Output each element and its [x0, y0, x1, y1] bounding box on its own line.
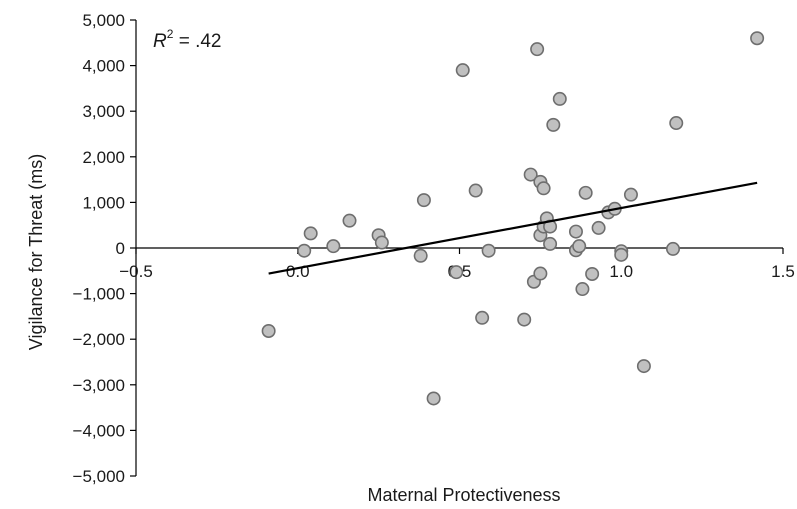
x-axis-title: Maternal Protectiveness [367, 485, 560, 505]
data-point [449, 265, 464, 280]
data-point [475, 310, 490, 325]
data-point [342, 213, 357, 228]
data-point [585, 266, 600, 281]
data-point [572, 239, 587, 254]
x-tick-label: 1.0 [609, 262, 633, 281]
data-point [536, 181, 551, 196]
r-squared-letter: R [153, 31, 167, 52]
data-point [552, 91, 567, 106]
y-tick-label: −5,000 [73, 467, 125, 486]
y-tick-label: 4,000 [82, 57, 125, 76]
data-point [543, 236, 558, 251]
data-point [297, 243, 312, 258]
data-point [568, 224, 583, 239]
data-point [533, 266, 548, 281]
x-tick-label: 1.5 [771, 262, 795, 281]
y-tick-label: −4,000 [73, 421, 125, 440]
r-squared-superscript: 2 [167, 27, 174, 41]
data-point [481, 243, 496, 258]
r-squared-annotation: R2 = .42 [153, 27, 222, 52]
trendline-layer [268, 181, 758, 275]
trendline [268, 181, 758, 275]
y-tick-label: 3,000 [82, 102, 125, 121]
y-tick-label: −2,000 [73, 330, 125, 349]
y-tick-label: 1,000 [82, 193, 125, 212]
data-point [413, 248, 428, 263]
data-point [426, 391, 441, 406]
data-point [517, 312, 532, 327]
y-tick-label: −3,000 [73, 376, 125, 395]
r-squared-value: = .42 [173, 31, 221, 52]
data-point [416, 193, 431, 208]
data-point [546, 117, 561, 132]
data-point [575, 282, 590, 297]
data-point [468, 183, 483, 198]
x-tick-label: −0.5 [119, 262, 153, 281]
data-point [623, 187, 638, 202]
data-point [303, 226, 318, 241]
data-point [455, 63, 470, 78]
data-point [530, 42, 545, 57]
data-point [669, 116, 684, 131]
data-point [750, 31, 765, 46]
data-point [326, 239, 341, 254]
x-tick-label: 0.0 [286, 262, 310, 281]
data-point [374, 235, 389, 250]
y-tick-label: 5,000 [82, 11, 125, 30]
y-tick-label: 0 [116, 239, 125, 258]
data-point [523, 167, 538, 182]
data-point [614, 247, 629, 262]
y-tick-label: −1,000 [73, 285, 125, 304]
data-point [636, 359, 651, 374]
data-point [578, 185, 593, 200]
data-point [591, 220, 606, 235]
data-point [666, 241, 681, 256]
y-tick-label: 2,000 [82, 148, 125, 167]
data-point [261, 323, 276, 338]
data-points [261, 31, 765, 406]
y-axis-title: Vigilance for Threat (ms) [26, 154, 46, 350]
axes: 5,000 4,000 3,000 2,000 1,000 0 −1,000 −2,000 −3… [73, 11, 795, 486]
